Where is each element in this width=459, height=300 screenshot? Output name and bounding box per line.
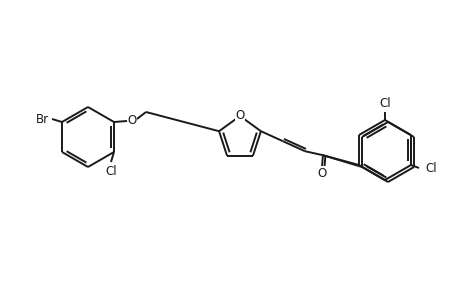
Text: Br: Br xyxy=(35,112,49,125)
Text: O: O xyxy=(235,109,244,122)
Text: Cl: Cl xyxy=(424,161,436,175)
Text: Cl: Cl xyxy=(378,97,390,110)
Text: Cl: Cl xyxy=(105,164,117,178)
Text: O: O xyxy=(127,113,136,127)
Text: O: O xyxy=(317,167,326,180)
